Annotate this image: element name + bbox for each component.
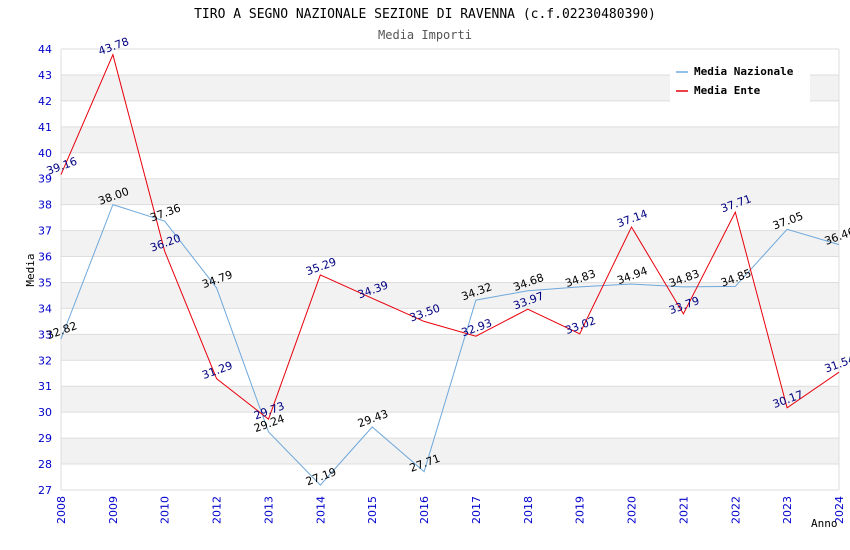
x-tick-label: 2010: [159, 496, 172, 524]
chart-title: TIRO A SEGNO NAZIONALE SEZIONE DI RAVENN…: [194, 7, 656, 22]
grid-band: [61, 334, 839, 361]
x-tick-label: 2018: [522, 496, 535, 524]
data-label-nazionale: 36.46: [823, 225, 850, 248]
x-tick-label: 2019: [574, 496, 587, 524]
y-tick-label: 32: [38, 354, 52, 367]
data-label-ente: 37.14: [615, 207, 649, 230]
y-tick-label: 44: [38, 43, 52, 56]
background-bands: [61, 74, 839, 465]
y-tick-label: 38: [38, 199, 52, 212]
grid-band: [61, 230, 839, 257]
x-tick-label: 2012: [211, 496, 224, 524]
data-label-ente: 33.02: [563, 314, 597, 337]
x-axis-ticks: 2008 2009 2010 2012 2013 2014 2015 2016 2017 2018…: [55, 496, 846, 524]
y-axis-label: Media: [24, 253, 37, 286]
x-axis-label: Anno: [811, 517, 838, 530]
y-tick-label: 43: [38, 69, 52, 82]
legend-label-nazionale: Media Nazionale: [694, 65, 794, 78]
series-line-ente: [60, 53, 840, 421]
y-tick-label: 30: [38, 406, 52, 419]
grid-band: [61, 126, 839, 153]
legend-label-ente: Media Ente: [694, 84, 761, 97]
y-tick-label: 42: [38, 95, 52, 108]
x-tick-label: 2013: [262, 496, 275, 524]
x-tick-label: 2015: [366, 496, 379, 524]
grid-band: [61, 386, 839, 413]
y-tick-label: 37: [38, 225, 52, 238]
legend: Media Nazionale Media Ente: [670, 60, 810, 102]
y-tick-label: 29: [38, 432, 52, 445]
grid-band: [61, 178, 839, 205]
x-tick-label: 2017: [470, 496, 483, 524]
x-tick-label: 2023: [781, 496, 794, 524]
x-tick-label: 2021: [677, 496, 690, 524]
y-tick-label: 27: [38, 484, 52, 497]
data-label-ente: 35.29: [304, 255, 338, 278]
x-tick-label: 2022: [729, 496, 742, 524]
chart-subtitle: Media Importi: [378, 28, 472, 42]
x-tick-label: 2024: [833, 496, 846, 524]
grid-band: [61, 438, 839, 465]
y-tick-label: 41: [38, 121, 52, 134]
y-tick-label: 40: [38, 147, 52, 160]
y-tick-label: 33: [38, 328, 52, 341]
y-tick-label: 31: [38, 380, 52, 393]
grid-lines: [60, 48, 840, 491]
y-tick-label: 36: [38, 251, 52, 264]
y-axis-ticks: 27 28 29 30 31 32 33 34 35 36 37 38 39 40 41 42 43 44: [38, 43, 52, 497]
y-tick-label: 39: [38, 173, 52, 186]
data-labels: 32.8238.0037.3634.7929.2427.1929.4327.71…: [45, 35, 850, 488]
y-tick-label: 35: [38, 276, 52, 289]
x-tick-label: 2020: [626, 496, 639, 524]
series-lines: [60, 53, 840, 486]
x-tick-label: 2009: [107, 496, 120, 524]
y-tick-label: 34: [38, 302, 52, 315]
y-tick-label: 28: [38, 458, 52, 471]
x-tick-label: 2008: [55, 496, 68, 524]
x-tick-label: 2014: [314, 496, 327, 524]
series-line-nazionale: [60, 203, 840, 486]
x-tick-label: 2016: [418, 496, 431, 524]
legend-box: [670, 60, 810, 102]
data-label-ente: 43.78: [97, 35, 131, 58]
data-label-ente: 31.29: [200, 359, 234, 382]
